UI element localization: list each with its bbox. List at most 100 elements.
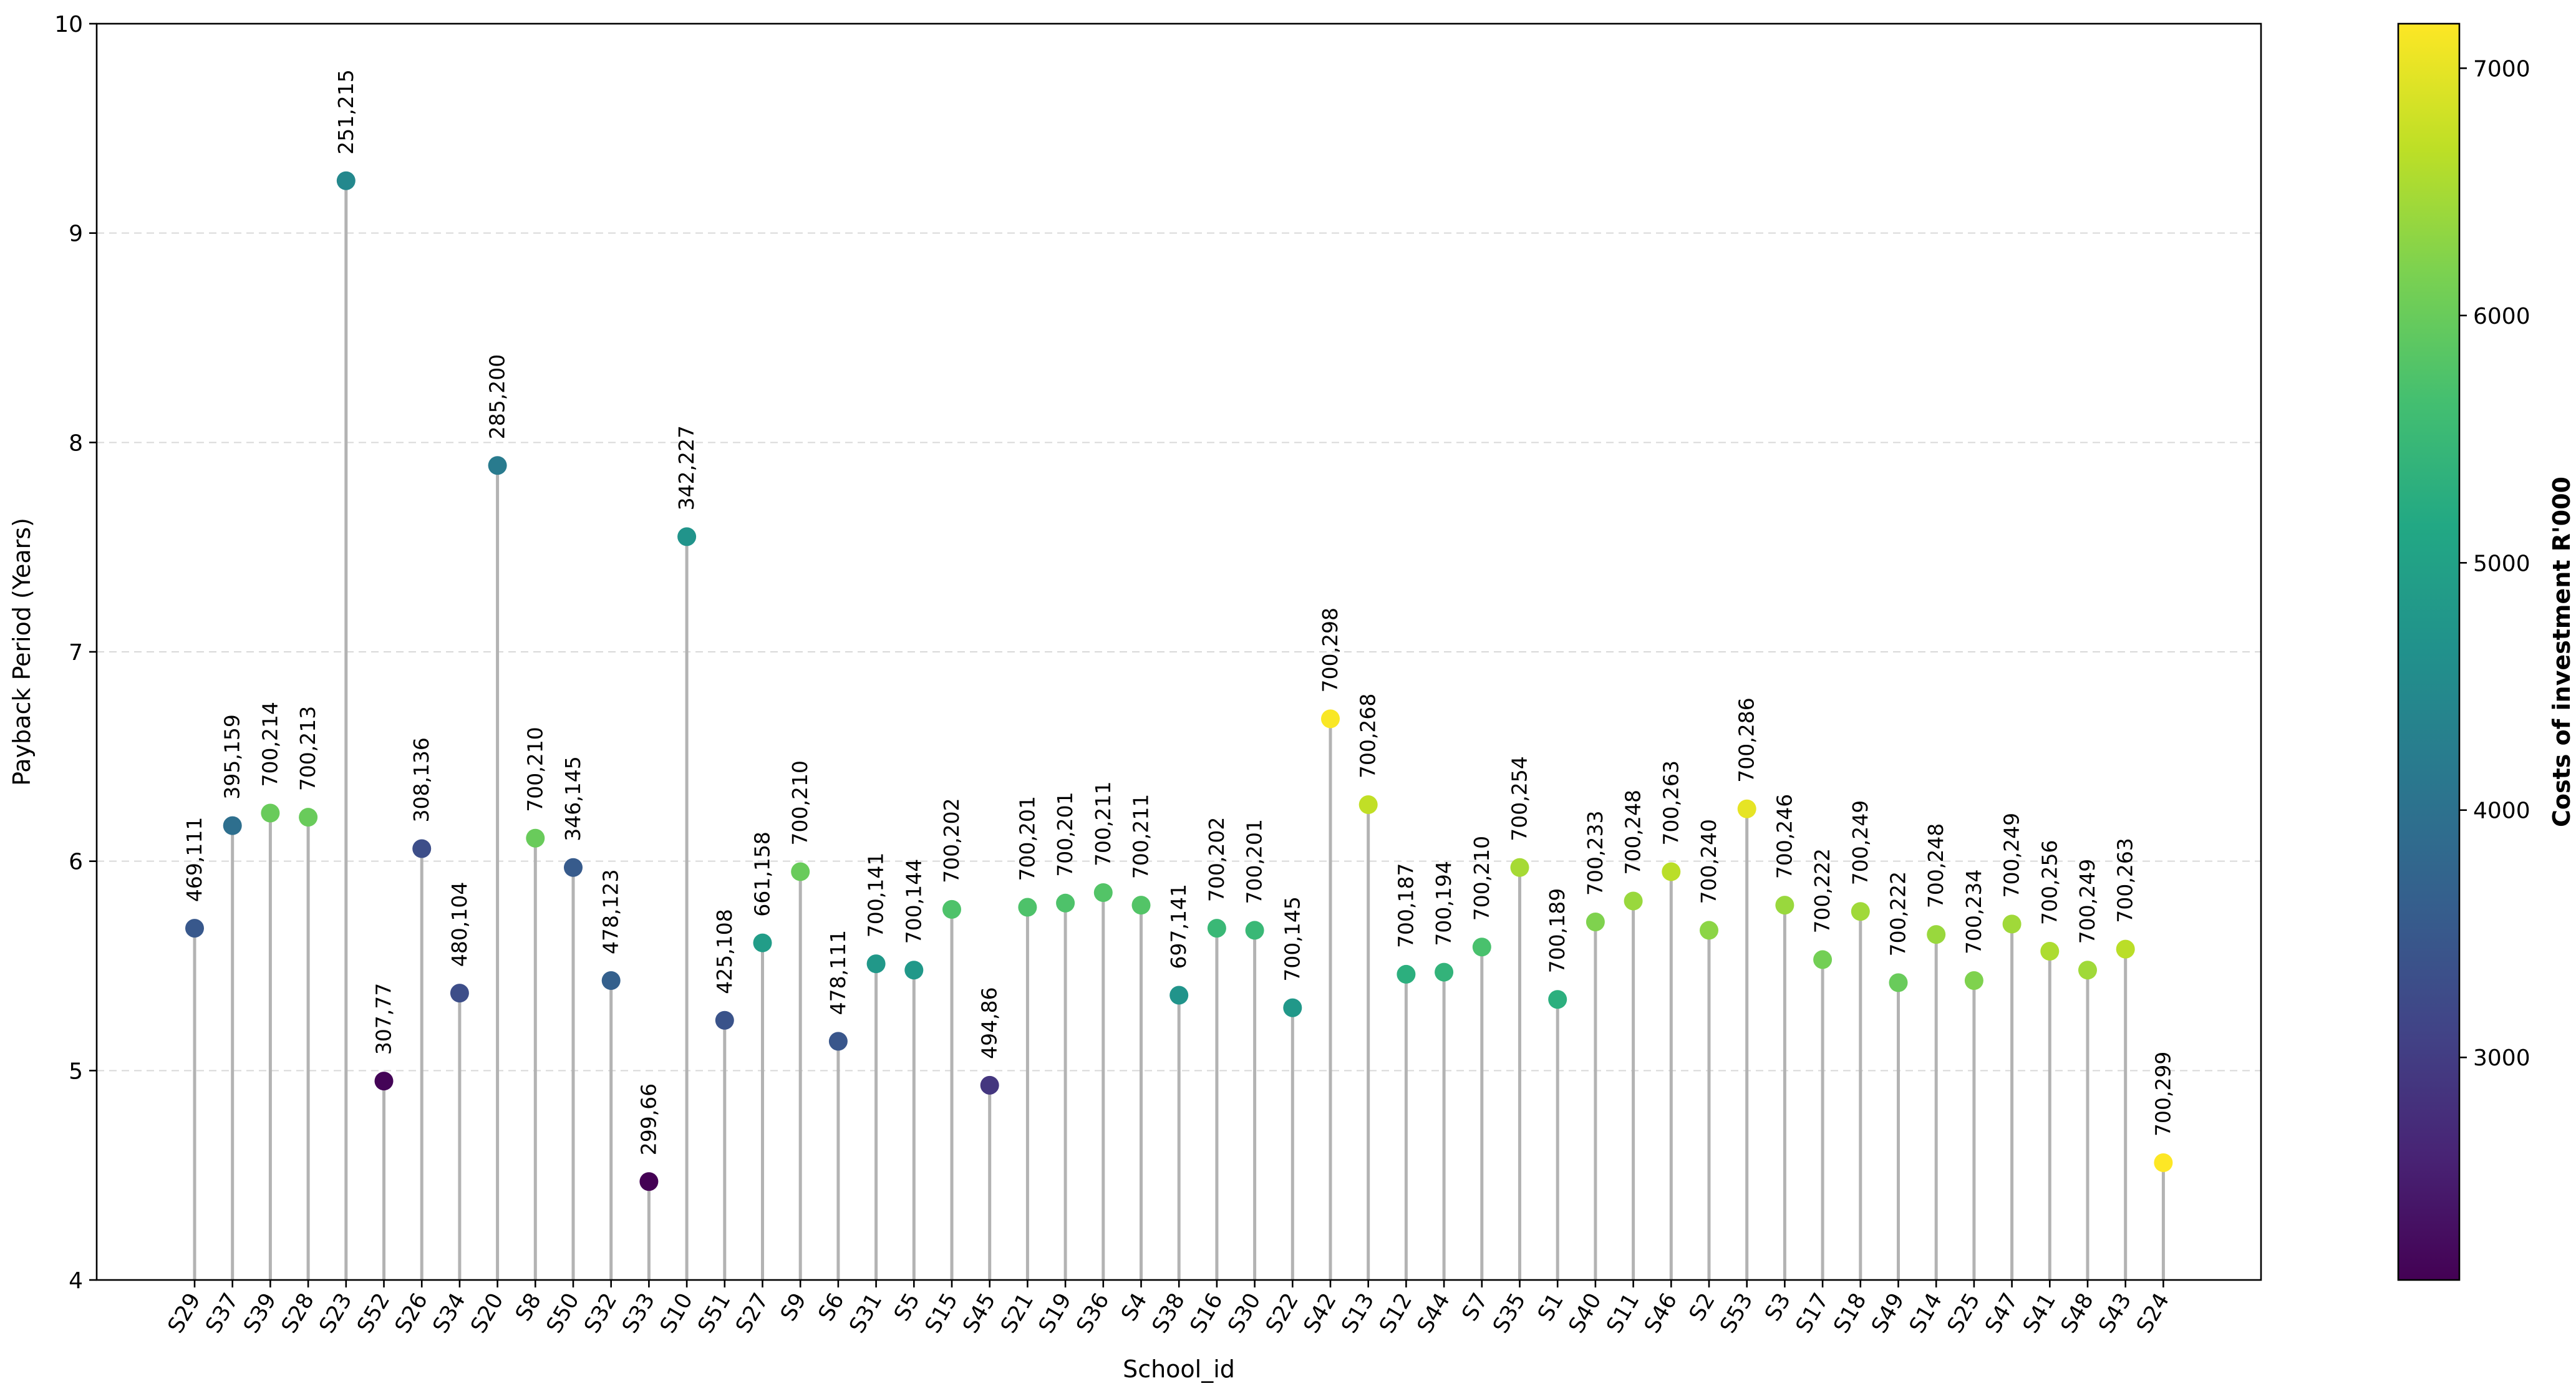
x-tick-label: S41 [2018, 1289, 2061, 1338]
x-tick-label: S22 [1261, 1289, 1304, 1338]
x-tick-label: S15 [921, 1289, 963, 1338]
x-tick-label: S50 [542, 1289, 584, 1338]
data-label: 700,201 [1242, 819, 1267, 904]
data-point [1700, 921, 1718, 940]
data-point [942, 899, 961, 919]
data-point [1889, 973, 1908, 992]
x-tick-label: S44 [1413, 1289, 1455, 1338]
data-point [1548, 990, 1567, 1009]
data-label: 700,201 [1053, 792, 1077, 876]
x-tick-label: S14 [1905, 1289, 1947, 1338]
y-tick-label: 4 [69, 1268, 83, 1294]
data-label: 478,123 [599, 870, 623, 954]
data-label: 700,222 [1810, 848, 1834, 933]
data-label: 700,210 [523, 727, 547, 812]
colorbar-gradient [2397, 22, 2461, 1281]
data-label: 308,136 [409, 737, 433, 822]
data-point [677, 527, 697, 546]
x-tick-label: S16 [1186, 1289, 1228, 1338]
data-label: 700,263 [2113, 838, 2138, 923]
data-label: 700,194 [1431, 861, 1456, 946]
x-tick-label: S19 [1034, 1289, 1077, 1338]
data-label: 700,213 [296, 706, 320, 791]
data-label: 700,249 [1848, 800, 1872, 885]
x-tick-label: S34 [429, 1289, 471, 1338]
x-tick-label: S4 [1116, 1289, 1152, 1326]
y-tick-label: 5 [69, 1059, 83, 1084]
data-point [1321, 709, 1340, 729]
y-tick-label: 8 [69, 430, 83, 456]
x-tick-label: S1 [1533, 1289, 1569, 1326]
plot-frame [95, 22, 2262, 1281]
data-point [1813, 950, 1833, 969]
x-tick-label: S51 [694, 1289, 736, 1338]
data-label: 700,246 [1772, 794, 1796, 879]
colorbar-tick-label: 3000 [2473, 1045, 2530, 1071]
x-tick-label: S5 [889, 1289, 925, 1326]
x-tick-label: S25 [1943, 1289, 1985, 1338]
data-point [980, 1075, 999, 1095]
y-axis-title: Payback Period (Years) [8, 518, 36, 786]
data-label: 285,200 [485, 354, 510, 439]
x-tick-label: S45 [958, 1289, 1000, 1338]
x-tick-label: S6 [814, 1289, 850, 1326]
y-tick-label: 9 [69, 221, 83, 247]
x-tick-label: S39 [239, 1289, 281, 1338]
data-label: 346,145 [561, 756, 585, 841]
data-point [564, 858, 583, 877]
x-tick-label: S32 [579, 1289, 622, 1338]
data-point [1018, 898, 1037, 917]
data-label: 700,222 [1886, 871, 1910, 956]
colorbar-tick-label: 4000 [2473, 798, 2530, 824]
x-tick-label: S46 [1640, 1289, 1682, 1338]
data-point [1093, 883, 1113, 903]
stems [193, 180, 2165, 1280]
data-point [753, 933, 772, 952]
x-tick-label: S7 [1458, 1289, 1493, 1326]
data-labels: 469,111 395,159 700,214 700,213 251,215 307,7… [182, 69, 2175, 1155]
x-axis-title: School_id [1123, 1355, 1235, 1383]
data-label: 697,141 [1166, 884, 1191, 969]
data-point [1737, 799, 1756, 818]
data-point [1964, 971, 1983, 990]
data-point [488, 456, 507, 475]
data-label: 700,141 [864, 853, 888, 938]
data-label: 700,233 [1583, 811, 1607, 896]
x-tick-label: S2 [1685, 1289, 1720, 1326]
data-label: 700,254 [1508, 756, 1532, 841]
data-point [2116, 939, 2135, 959]
data-label: 251,215 [334, 69, 358, 154]
y-tick-label: 6 [69, 850, 83, 875]
colorbar: 3000 4000 5000 6000 7000 Costs of investment… [2397, 22, 2575, 1281]
x-tick-label: S38 [1148, 1289, 1190, 1338]
data-label: 700,144 [901, 859, 926, 944]
data-point [1472, 938, 1491, 957]
data-label: 700,210 [788, 760, 812, 845]
x-tick-label: S18 [1829, 1289, 1872, 1338]
data-label: 700,249 [2075, 859, 2099, 944]
data-point [2040, 942, 2060, 961]
x-tick-label: S29 [163, 1289, 206, 1338]
colorbar-tick-label: 7000 [2473, 56, 2530, 82]
x-tick-label: S30 [1223, 1289, 1266, 1338]
data-point [1624, 891, 1643, 911]
data-label: 700,286 [1735, 697, 1759, 782]
data-label: 494,86 [977, 987, 1002, 1059]
data-label: 700,298 [1318, 608, 1342, 692]
data-point [601, 971, 621, 990]
x-tick-label: S13 [1337, 1289, 1379, 1338]
data-label: 700,240 [1697, 819, 1721, 904]
x-tick-label: S31 [845, 1289, 887, 1338]
data-point [639, 1172, 659, 1191]
x-tick-label: S53 [1715, 1289, 1758, 1338]
x-tick-label: S42 [1299, 1289, 1342, 1338]
points [185, 171, 2173, 1191]
data-point [1207, 919, 1226, 938]
data-point [374, 1072, 394, 1091]
data-point [2154, 1153, 2173, 1173]
x-tick-label: S48 [2056, 1289, 2099, 1338]
data-label: 425,108 [712, 909, 737, 994]
data-label: 700,268 [1356, 694, 1380, 778]
